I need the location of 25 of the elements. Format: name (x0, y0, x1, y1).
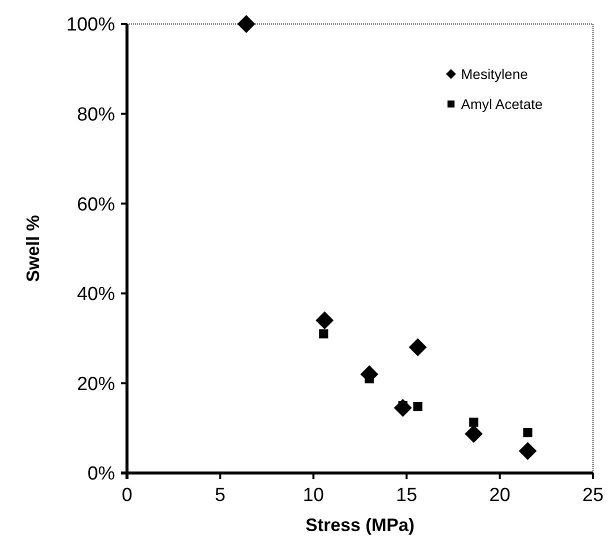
x-tick-label: 25 (582, 485, 604, 506)
legend-label: Amyl Acetate (461, 96, 543, 112)
point (523, 428, 532, 438)
x-tick-label: 0 (122, 485, 132, 506)
x-tick-label: 15 (396, 485, 418, 506)
y-tick-label: 60% (76, 194, 116, 216)
point (408, 338, 427, 356)
x-tick-label: 5 (214, 485, 226, 506)
point (237, 15, 256, 33)
legend-label: Mesitylene (461, 66, 528, 82)
y-tick-label: 100% (66, 14, 116, 36)
y-tick-label: 20% (76, 374, 116, 395)
y-axis-title: Swell % (23, 214, 43, 282)
y-tick-label: 40% (76, 284, 116, 306)
point (413, 402, 422, 412)
point (518, 442, 537, 460)
point (316, 311, 334, 330)
point (319, 329, 328, 338)
point (469, 418, 478, 427)
y-tick-label: 0% (88, 464, 116, 485)
point (464, 424, 483, 443)
x-tick-label: 10 (302, 485, 324, 506)
x-tick-label: 20 (489, 485, 510, 506)
x-axis-title: Stress (MPa) (305, 515, 415, 535)
y-tick-label: 80% (76, 104, 116, 126)
